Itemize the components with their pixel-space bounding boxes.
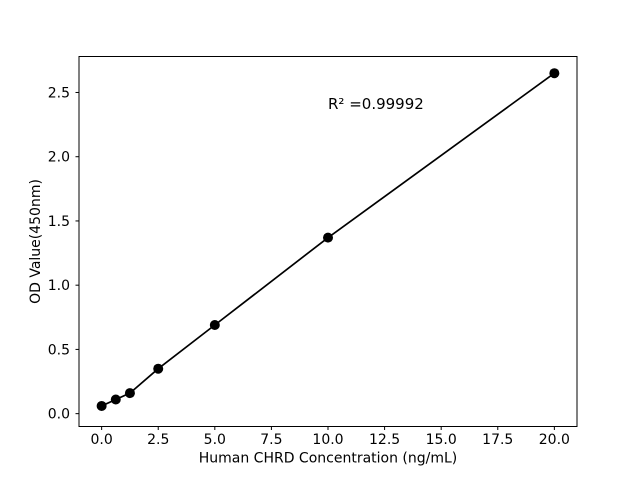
x-tick-label: 2.5 <box>147 432 169 448</box>
data-point <box>209 320 220 331</box>
data-point <box>153 363 164 374</box>
data-point <box>124 388 135 399</box>
x-tick-label: 7.5 <box>260 432 282 448</box>
x-tick-label: 17.5 <box>482 432 513 448</box>
y-tick-label: 0.5 <box>48 342 70 358</box>
y-axis-label: OD Value(450nm) <box>28 179 44 304</box>
x-tick-label: 10.0 <box>312 432 343 448</box>
x-tick-label: 20.0 <box>539 432 570 448</box>
data-point <box>96 400 107 411</box>
data-point <box>110 394 121 405</box>
x-tick-label: 15.0 <box>426 432 457 448</box>
data-point <box>323 232 333 243</box>
data-point <box>549 68 560 79</box>
y-tick-label: 0.0 <box>48 407 70 423</box>
y-tick-label: 2.5 <box>48 85 70 101</box>
r-squared-annotation: R² =0.99992 <box>328 95 424 113</box>
y-tick-label: 1.5 <box>48 214 70 230</box>
x-axis-label: Human CHRD Concentration (ng/mL) <box>199 451 458 467</box>
x-tick-label: 12.5 <box>369 432 400 448</box>
y-tick-label: 2.0 <box>48 150 70 166</box>
y-tick-label: 1.0 <box>48 278 70 294</box>
x-tick-label: 5.0 <box>204 432 226 448</box>
x-tick-label: 0.0 <box>91 432 113 448</box>
